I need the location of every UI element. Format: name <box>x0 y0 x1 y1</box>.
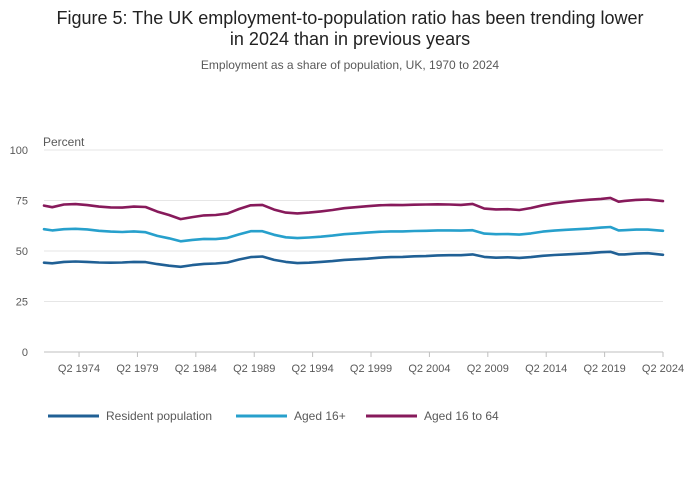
x-tick-label: Q2 1994 <box>292 363 334 375</box>
y-tick-label: 0 <box>22 347 28 359</box>
legend-label: Aged 16+ <box>294 409 346 423</box>
y-axis-label: Percent <box>43 135 85 149</box>
y-tick-label: 25 <box>16 297 28 309</box>
gridlines <box>44 149 663 353</box>
series-line-1 <box>42 250 665 269</box>
series-line-3 <box>42 196 665 221</box>
x-tick-label: Q2 2004 <box>408 363 450 375</box>
y-axis-ticks: 0 25 50 75 100 <box>10 145 28 359</box>
x-tick-label: Q2 1984 <box>175 363 217 375</box>
y-tick-label: 50 <box>16 246 28 258</box>
series-lines <box>42 196 665 269</box>
series-line-2 <box>42 225 665 243</box>
x-axis: Q2 1974 Q2 1979 Q2 1984 Q2 1989 Q2 1994 Q2 19… <box>58 352 684 375</box>
y-tick-label: 75 <box>16 196 28 208</box>
chart-title-line-1: Figure 5: The UK employment-to-populatio… <box>56 8 644 28</box>
chart-subtitle: Employment as a share of population, UK,… <box>200 58 500 72</box>
legend: Resident population Aged 16+ Aged 16 to 64 <box>48 409 499 423</box>
y-tick-label: 100 <box>10 145 28 157</box>
x-tick-label: Q2 1989 <box>233 363 275 375</box>
x-tick-label: Q2 2009 <box>467 363 509 375</box>
legend-label: Aged 16 to 64 <box>424 409 499 423</box>
x-tick-label: Q2 1979 <box>116 363 158 375</box>
chart-title-line-2: in 2024 than in previous years <box>229 29 471 49</box>
legend-label: Resident population <box>106 409 212 423</box>
x-tick-label: Q2 2024 <box>642 363 684 375</box>
x-tick-label: Q2 2014 <box>525 363 567 375</box>
chart-title: Figure 5: The UK employment-to-populatio… <box>0 8 700 50</box>
x-tick-label: Q2 1974 <box>58 363 100 375</box>
x-tick-label: Q2 1999 <box>350 363 392 375</box>
x-tick-label: Q2 2019 <box>584 363 626 375</box>
